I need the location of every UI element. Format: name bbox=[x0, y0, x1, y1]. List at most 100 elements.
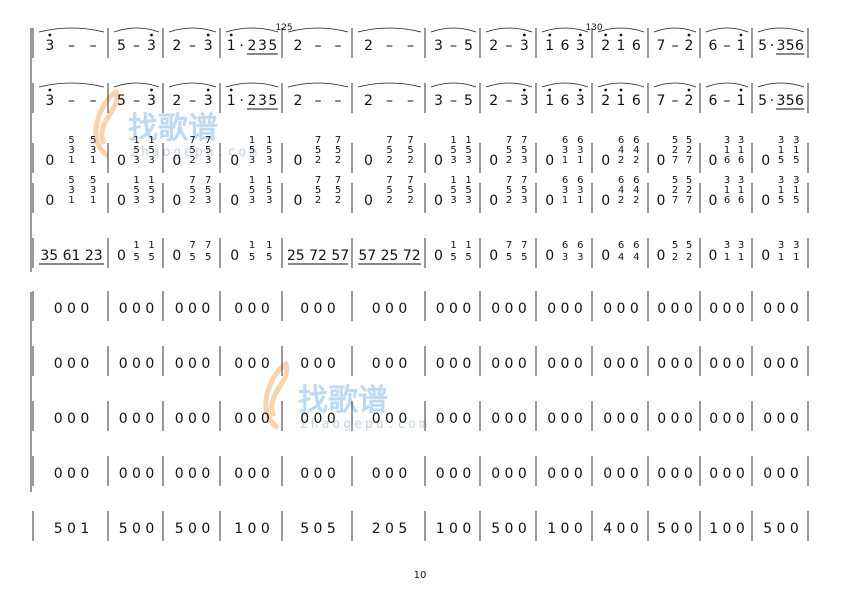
measure-8: 0 7 5 7 5 bbox=[489, 240, 527, 264]
measure-13: 0 3 1 3 1 bbox=[761, 240, 799, 264]
rest-measure: 0 0 0 bbox=[436, 301, 472, 317]
slur bbox=[757, 82, 805, 88]
measure-1: 0 5 3 1 5 3 1 bbox=[45, 135, 96, 169]
measure-5: 0 7 5 2 7 5 2 bbox=[294, 135, 342, 169]
measure-6: 0 0 0 bbox=[372, 356, 408, 372]
measure-7: 0 0 0 bbox=[436, 466, 472, 482]
octave-dot bbox=[739, 33, 743, 37]
rest-note: 0 bbox=[117, 248, 126, 264]
treble-clef-icon bbox=[263, 360, 290, 431]
rest-measure: 0 0 0 bbox=[603, 301, 639, 317]
rest-measure: 0 0 0 bbox=[763, 301, 799, 317]
rest-note: 0 bbox=[230, 193, 239, 209]
note: 5 bbox=[117, 93, 126, 109]
measure-4: 0 0 0 bbox=[234, 411, 270, 427]
slur bbox=[757, 27, 805, 33]
measure-8: 5 0 0 bbox=[491, 521, 527, 537]
note: – bbox=[450, 93, 457, 109]
note: – bbox=[506, 38, 513, 54]
measure-6: 0 0 0 bbox=[372, 466, 408, 482]
slur bbox=[38, 27, 105, 33]
rest-measure: 0 0 0 bbox=[372, 411, 408, 427]
bass-notes: 5 0 5 bbox=[300, 521, 336, 537]
system-mixed-5: 35 61 23 0 1 5 1 5 0 7 5 7 5 0 1 5 1 5 25 72 57 57 25 72 0… bbox=[32, 238, 809, 268]
watermark-brand: 找歌谱 bbox=[298, 383, 388, 418]
slur bbox=[287, 27, 349, 33]
measure-6: 2– – bbox=[357, 27, 422, 54]
measure-2: 0 0 0 bbox=[119, 356, 155, 372]
note: 3 bbox=[147, 93, 156, 109]
measure-13: 5 · 3 5 6 bbox=[757, 82, 805, 110]
measure-10: 0 6 4 2 6 4 2 bbox=[601, 135, 639, 169]
measure-1: 0 0 0 bbox=[54, 411, 90, 427]
slur bbox=[541, 82, 589, 88]
note: – bbox=[90, 93, 97, 109]
note: 3 bbox=[434, 38, 443, 54]
measure-5: 0 0 0 bbox=[300, 466, 336, 482]
note: 3 bbox=[45, 93, 54, 109]
measure-8: 0 0 0 bbox=[491, 466, 527, 482]
note: 6 bbox=[709, 38, 718, 54]
note: 2 bbox=[294, 93, 303, 109]
measure-7: 0 0 0 bbox=[436, 356, 472, 372]
bass-notes: 1 0 0 bbox=[436, 521, 472, 537]
rest-measure: 0 0 0 bbox=[436, 411, 472, 427]
measure-4: 0 0 0 bbox=[234, 356, 270, 372]
measure-4: 0 0 0 bbox=[234, 301, 270, 317]
system-rest-7: 0 0 0 0 0 0 0 0 0 0 0 0 0 0 0 0 0 0 0 0 0 0 0 0… bbox=[32, 346, 809, 376]
note: · bbox=[239, 38, 243, 54]
note: – bbox=[133, 93, 140, 109]
bass-notes: 1 0 0 bbox=[234, 521, 270, 537]
measure-3: 0 0 0 bbox=[175, 411, 211, 427]
measure-5: 2– – bbox=[287, 27, 349, 54]
measure-1: 0 0 0 bbox=[54, 466, 90, 482]
rest-measure: 0 0 0 bbox=[234, 301, 270, 317]
measure-numbers: 125 130 bbox=[275, 23, 602, 33]
measure-6: 0 0 0 bbox=[372, 301, 408, 317]
note: 1 bbox=[545, 93, 554, 109]
bass-notes: 5 0 0 bbox=[175, 521, 211, 537]
note: · bbox=[770, 38, 774, 54]
rest-measure: 0 0 0 bbox=[436, 466, 472, 482]
measure-5: 0 0 0 bbox=[300, 356, 336, 372]
note: 6 bbox=[561, 38, 570, 54]
note: – bbox=[189, 93, 196, 109]
measure-8: 2–3 bbox=[485, 82, 533, 109]
slur bbox=[705, 27, 749, 33]
octave-dot bbox=[48, 33, 52, 37]
measure-9: 0 6 3 6 3 bbox=[545, 240, 583, 264]
rest-measure: 0 0 0 bbox=[175, 356, 211, 372]
rest-note: 0 bbox=[709, 248, 718, 264]
note-group: 35 61 23 bbox=[40, 248, 102, 264]
measure-1: 5 0 1 bbox=[54, 521, 90, 537]
rest-measure: 0 0 0 bbox=[709, 411, 745, 427]
octave-dot bbox=[604, 88, 608, 92]
note: 1 bbox=[617, 38, 626, 54]
note: 3 bbox=[45, 38, 54, 54]
